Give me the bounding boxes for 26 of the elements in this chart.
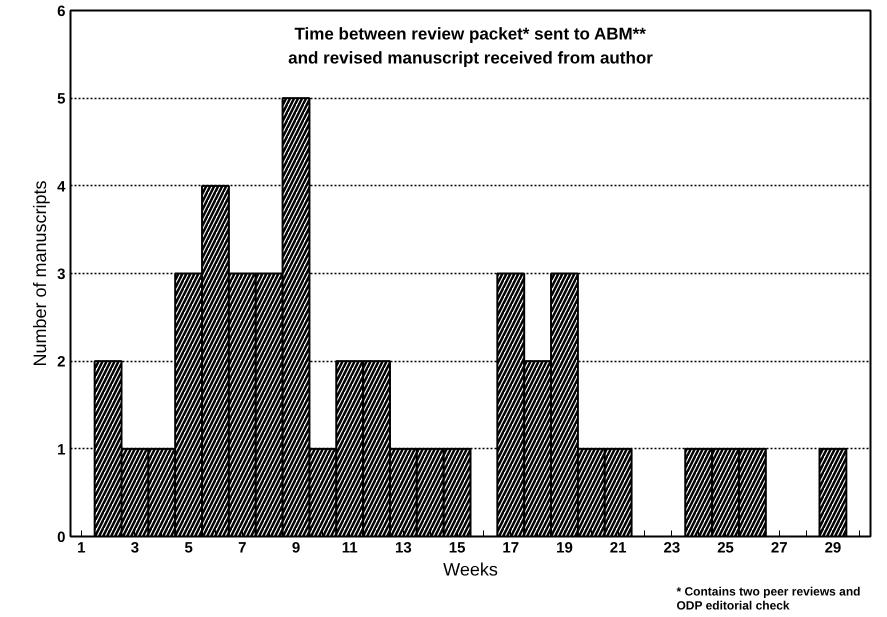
x-tick-label: 15: [448, 540, 466, 556]
y-tick-label: 2: [57, 354, 66, 371]
y-tick-label: 5: [57, 90, 66, 108]
y-axis-title: Number of manuscripts: [30, 180, 50, 367]
y-tick-label: 1: [57, 441, 66, 458]
x-tick-label: 17: [502, 540, 520, 556]
x-tick-label: 3: [130, 540, 140, 556]
x-tick-label: 23: [664, 540, 680, 556]
text: Time between review packet* sent to ABM** and revised manuscript received from author: [288, 24, 654, 68]
x-tick-label: 21: [610, 540, 626, 556]
y-tick-label: 6: [57, 3, 66, 20]
y-tick-label: 0: [57, 529, 66, 546]
x-tick-label: 29: [824, 540, 842, 556]
x-axis-title: Weeks: [443, 560, 498, 580]
y-tick-label: 3: [57, 266, 66, 283]
x-tick-label: 25: [717, 540, 734, 556]
x-tick-label: 27: [770, 540, 788, 556]
x-tick-label: 13: [395, 540, 412, 556]
text: * Contains two peer reviews and ODP editorial check: [676, 584, 861, 612]
x-tick-label: 9: [292, 540, 300, 556]
x-tick-label: 1: [77, 540, 86, 556]
x-tick-label: 19: [556, 540, 573, 556]
y-tick-label: 4: [57, 178, 66, 196]
x-tick-label: 7: [238, 540, 246, 556]
x-tick-label: 11: [342, 540, 358, 556]
x-tick-label: 5: [184, 540, 193, 556]
